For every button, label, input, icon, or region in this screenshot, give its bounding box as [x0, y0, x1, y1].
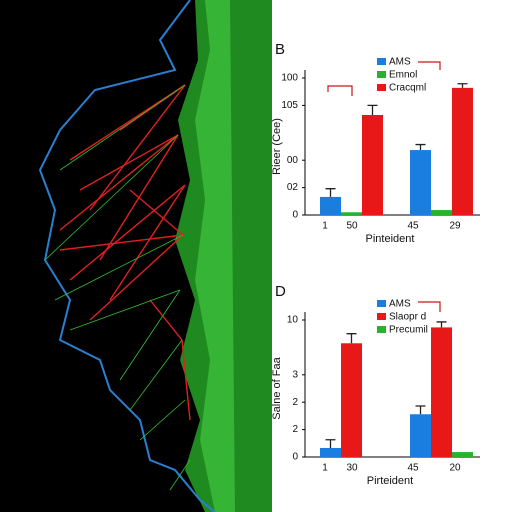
y-tick-label: 2 — [292, 397, 298, 408]
bar — [452, 87, 473, 215]
bar — [410, 414, 431, 457]
bar — [341, 343, 362, 457]
y-tick-label: 00 — [287, 155, 299, 166]
y-tick-label: 10 — [287, 315, 299, 326]
y-tick-label: 100 — [281, 73, 298, 84]
legend-label: Slaopr d — [389, 312, 426, 323]
bar — [452, 452, 473, 457]
error-bar — [346, 333, 357, 344]
error-bar — [457, 83, 468, 88]
legend-swatch — [377, 326, 386, 333]
legend-label: Emnol — [389, 70, 417, 81]
x-tick-label: 20 — [449, 463, 461, 474]
legend-swatch — [377, 300, 386, 307]
x-tick-label: 30 — [346, 463, 358, 474]
y-tick-label: 2 — [292, 424, 298, 435]
x-axis-label: Pinteident — [366, 233, 415, 245]
panel-label: D — [275, 283, 286, 300]
bar — [431, 210, 452, 215]
bar — [410, 150, 431, 215]
x-tick-label: 1 — [322, 463, 328, 474]
micrograph — [0, 0, 272, 512]
bar — [320, 196, 341, 215]
y-tick-label: 105 — [281, 100, 298, 111]
legend-label: AMS — [389, 57, 411, 68]
legend-label: Cracqml — [389, 83, 426, 94]
legend-label: Precumil — [389, 325, 428, 336]
error-bar — [367, 104, 378, 115]
legend-swatch — [377, 84, 386, 91]
bar — [341, 212, 362, 215]
legend-swatch — [377, 313, 386, 320]
error-bar — [325, 439, 336, 448]
y-tick-label: 02 — [287, 182, 299, 193]
error-bar — [436, 321, 447, 328]
bar — [362, 114, 383, 215]
panel-label: B — [275, 41, 285, 58]
legend-swatch — [377, 71, 386, 78]
x-tick-label: 29 — [449, 221, 461, 232]
error-bar — [415, 405, 426, 415]
y-tick-label: 3 — [292, 369, 298, 380]
x-axis-label: Pirteident — [367, 475, 413, 487]
legend-label: AMS — [389, 299, 411, 310]
x-tick-label: 1 — [322, 221, 328, 232]
y-axis-label: Salne of Faa — [271, 356, 283, 419]
y-axis-label: Rieer (Cee) — [271, 118, 283, 175]
x-tick-label: 45 — [407, 463, 419, 474]
error-bar — [415, 143, 426, 151]
legend-brackets — [327, 61, 441, 312]
x-tick-label: 50 — [346, 221, 358, 232]
bar — [431, 327, 452, 457]
error-bar — [325, 188, 336, 197]
legend-swatch — [377, 58, 386, 65]
bar — [320, 447, 341, 457]
y-tick-label: 0 — [292, 452, 298, 463]
y-tick-label: 0 — [292, 210, 298, 221]
x-tick-label: 45 — [407, 221, 419, 232]
